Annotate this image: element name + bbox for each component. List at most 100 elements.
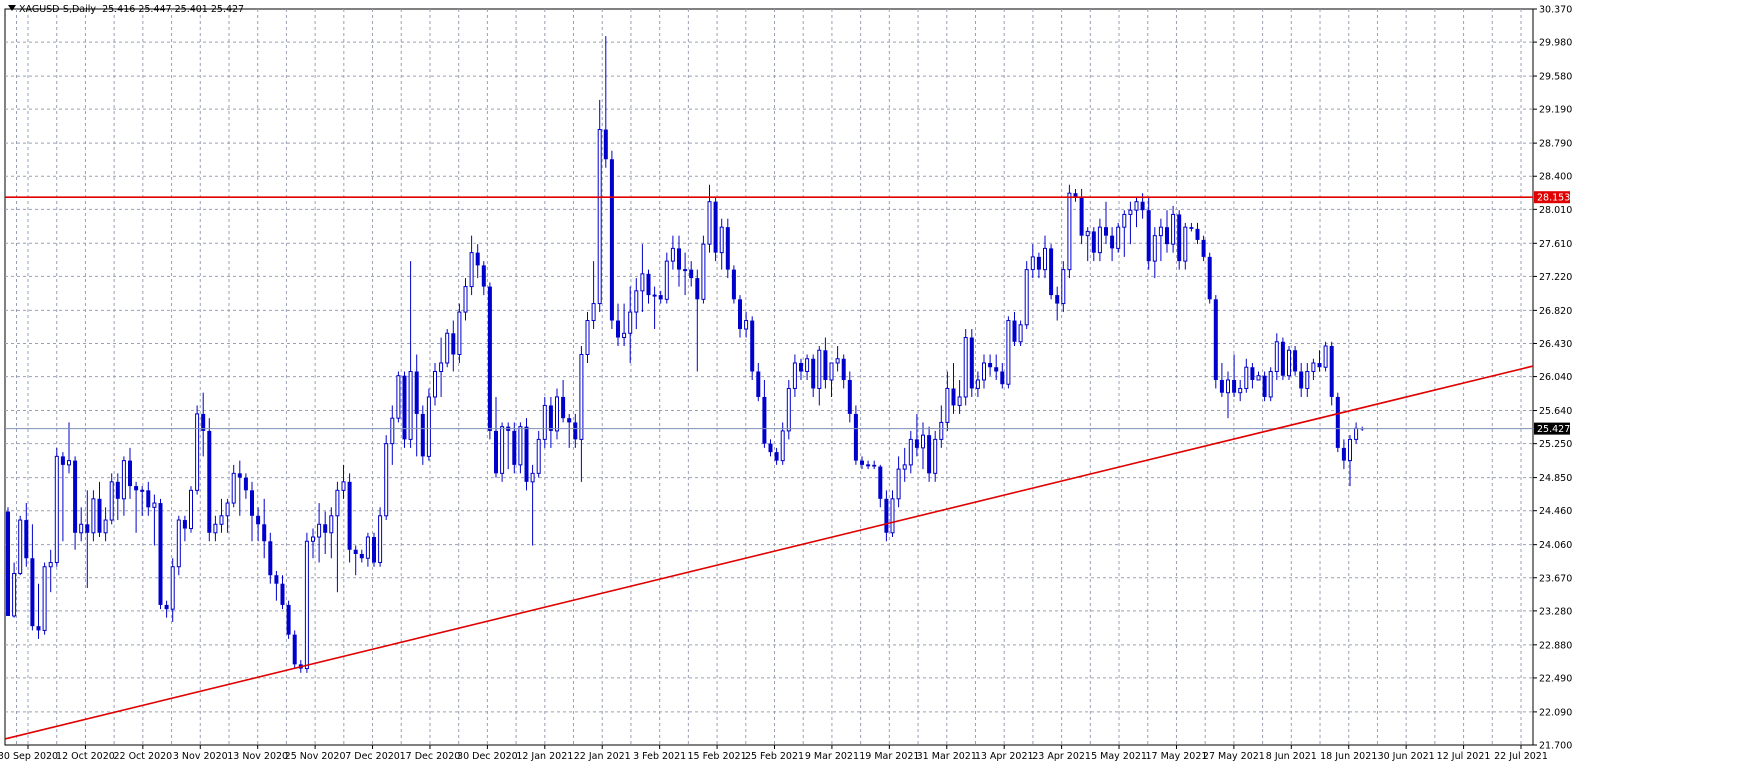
support-trendline[interactable] — [4, 365, 1534, 740]
price-axis: 21.700 22.090 22.490 22.880 23.280 23.670 24.0… — [1533, 5, 1572, 752]
x-tick-label: 17 May 2021 — [1145, 751, 1207, 762]
candle-body-down — [1341, 447, 1346, 461]
candle-body-down — [73, 460, 78, 533]
candle — [1335, 392, 1340, 453]
x-tick-label: 12 Oct 2020 — [56, 751, 115, 762]
candle — [969, 329, 974, 397]
x-tick-label: 3 Feb 2021 — [633, 751, 686, 762]
candle — [1085, 227, 1090, 262]
candle-body-down — [182, 520, 187, 529]
bid-price-label-bg — [1534, 422, 1570, 435]
candle — [1250, 362, 1255, 389]
y-tick-label: 27.220 — [1539, 272, 1572, 283]
candle-body-down — [243, 477, 248, 491]
candle — [36, 583, 41, 639]
candle — [695, 269, 700, 372]
candle-body-up — [18, 519, 23, 575]
candle — [317, 503, 322, 563]
candle — [634, 278, 639, 330]
candle-body-down — [1140, 201, 1145, 211]
candle — [237, 460, 242, 516]
candle-body-down — [548, 405, 553, 431]
resistance-price-label-bg — [1534, 191, 1570, 204]
candle-body-down — [475, 252, 480, 266]
x-tick-label: 25 Feb 2021 — [745, 751, 804, 762]
candle-body-down — [481, 265, 486, 287]
candle — [79, 507, 84, 542]
candle-body-down — [713, 201, 718, 253]
candle — [597, 99, 602, 313]
x-tick-label: 12 Jan 2021 — [516, 751, 573, 762]
candle — [646, 269, 651, 304]
candle-body-up — [231, 472, 236, 504]
candle — [579, 346, 584, 482]
resistance-price-label: 28.153 — [1537, 193, 1570, 204]
candle-body-up — [365, 536, 370, 559]
candle-body-up — [1311, 362, 1316, 372]
candle-body-down — [677, 248, 681, 270]
candle-body-down — [268, 541, 273, 576]
x-tick-label: 19 Mar 2021 — [859, 751, 919, 762]
candle — [853, 405, 858, 465]
candle-body-up — [42, 566, 47, 631]
candle — [1238, 379, 1243, 402]
y-tick-label: 24.460 — [1539, 506, 1572, 517]
candle-body-up — [1354, 427, 1359, 440]
x-tick-label: 31 Mar 2021 — [917, 751, 977, 762]
candle-body-up — [591, 303, 596, 322]
candle — [146, 481, 151, 516]
candle — [1000, 362, 1005, 389]
candle — [524, 418, 529, 491]
candle — [719, 218, 724, 270]
candle — [433, 362, 437, 406]
x-tick-label: 5 May 2021 — [1091, 751, 1147, 762]
candle — [18, 515, 23, 576]
candle — [219, 498, 224, 533]
candle — [372, 532, 376, 567]
candle-body-up — [786, 387, 791, 432]
candle-body-up — [79, 523, 84, 534]
candle-body-down — [494, 430, 498, 474]
candle — [939, 405, 944, 448]
candle — [658, 290, 663, 304]
candle — [121, 456, 126, 516]
candle — [707, 184, 712, 253]
candle-body-down — [951, 388, 956, 406]
candle — [921, 422, 925, 470]
candle-body-up — [1122, 213, 1127, 228]
candle — [1348, 435, 1352, 487]
candle — [335, 481, 340, 593]
candle — [1280, 337, 1285, 380]
candle — [487, 282, 492, 440]
candle-body-down — [97, 498, 102, 533]
candle — [1043, 235, 1047, 279]
y-tick-label: 27.610 — [1539, 239, 1572, 250]
y-tick-label: 25.250 — [1539, 439, 1572, 450]
candle-body-up — [433, 370, 437, 398]
candle — [738, 295, 742, 338]
candle — [128, 447, 132, 499]
candle — [1256, 371, 1261, 381]
dropdown-triangle-icon[interactable] — [8, 5, 16, 11]
candle-body-up — [213, 523, 218, 534]
candle — [963, 329, 968, 406]
candle-body-up — [1323, 345, 1328, 368]
candle — [189, 486, 193, 533]
candle — [768, 439, 773, 457]
candle — [97, 481, 102, 538]
candle-body-down — [1000, 371, 1005, 385]
candle — [390, 405, 395, 465]
candle-body-down — [353, 549, 358, 554]
candle-body-up — [683, 269, 688, 272]
candle-body-down — [1232, 379, 1237, 393]
candle — [1201, 235, 1206, 262]
candle — [756, 362, 761, 402]
candle-body-down — [1201, 239, 1206, 257]
candle-body-down — [1219, 379, 1224, 393]
candle — [1091, 227, 1096, 262]
candle — [353, 545, 358, 576]
candle — [286, 600, 291, 639]
